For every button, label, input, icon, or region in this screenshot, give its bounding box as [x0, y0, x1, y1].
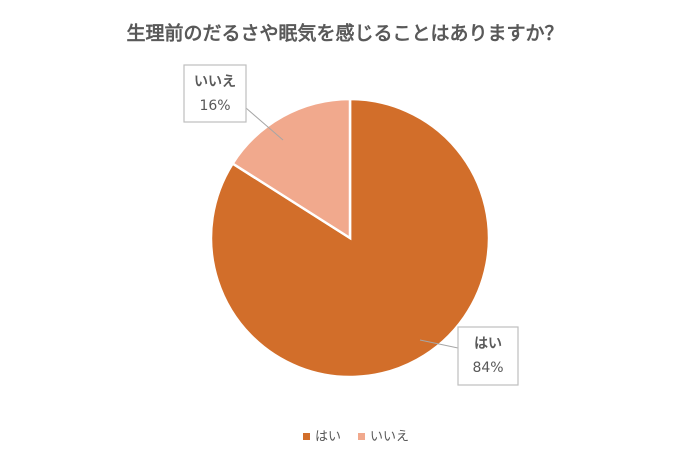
- pie-slice: [209, 97, 491, 379]
- data-label-category: いいえ: [194, 74, 236, 90]
- label-box: [183, 64, 247, 123]
- data-label-value: 16%: [199, 98, 230, 114]
- leader-line: [419, 339, 459, 349]
- data-label-value: 84%: [472, 360, 503, 376]
- legend-swatch: [358, 433, 365, 440]
- legend-swatch: [303, 433, 310, 440]
- pie-slice: [230, 97, 352, 241]
- label-box: [457, 326, 519, 386]
- chart-title: 生理前のだるさや眠気を感じることはありますか？: [126, 22, 563, 45]
- data-label-category: はい: [474, 336, 502, 352]
- legend-label: いいえ: [370, 430, 409, 445]
- legend-label: はい: [315, 430, 341, 445]
- leader-line: [245, 107, 284, 141]
